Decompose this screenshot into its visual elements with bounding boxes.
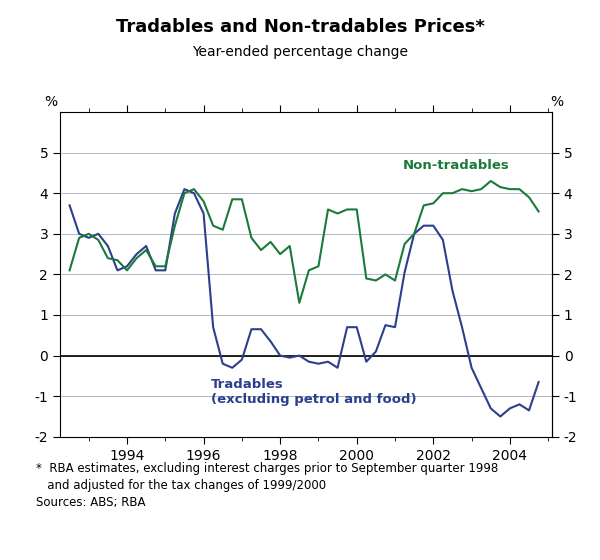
- Text: Tradables
(excluding petrol and food): Tradables (excluding petrol and food): [211, 378, 417, 406]
- Text: and adjusted for the tax changes of 1999/2000: and adjusted for the tax changes of 1999…: [36, 479, 326, 492]
- Text: Tradables and Non-tradables Prices*: Tradables and Non-tradables Prices*: [116, 18, 484, 36]
- Text: %: %: [44, 95, 58, 109]
- Text: %: %: [550, 95, 563, 109]
- Text: Sources: ABS; RBA: Sources: ABS; RBA: [36, 496, 146, 508]
- Text: *  RBA estimates, excluding interest charges prior to September quarter 1998: * RBA estimates, excluding interest char…: [36, 462, 498, 475]
- Text: Non-tradables: Non-tradables: [403, 158, 509, 172]
- Text: Year-ended percentage change: Year-ended percentage change: [192, 45, 408, 59]
